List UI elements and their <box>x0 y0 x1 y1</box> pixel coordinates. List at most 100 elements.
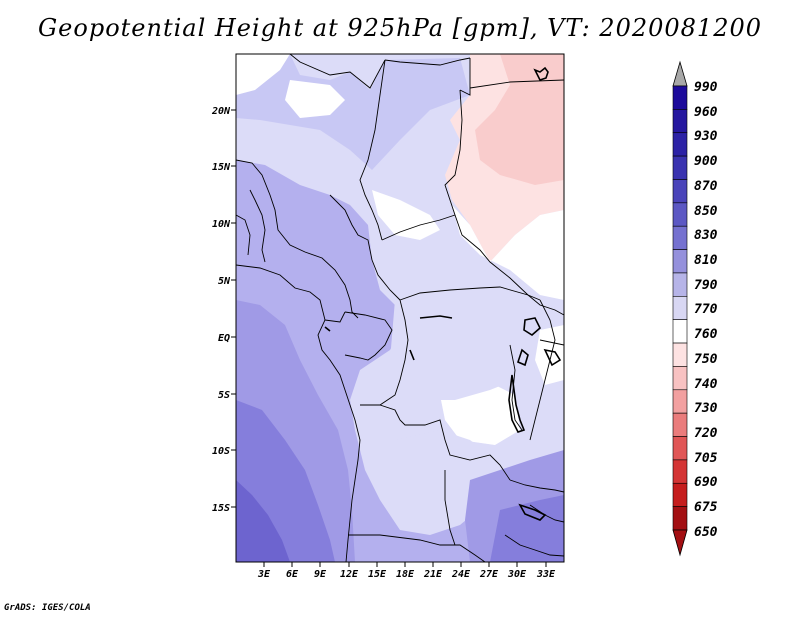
colorbar-label: 740 <box>694 377 718 392</box>
lakes <box>324 66 562 521</box>
field-region <box>452 205 564 300</box>
border-line <box>236 159 359 319</box>
country-borders <box>236 54 564 562</box>
lake <box>409 349 415 361</box>
colorbar-swatch <box>672 109 688 134</box>
colorbar-swatch <box>672 366 688 391</box>
lon-label: 9E <box>314 569 327 580</box>
lake <box>543 348 562 367</box>
border-line <box>509 479 564 493</box>
border-line <box>359 59 386 241</box>
border-line <box>324 311 346 323</box>
colorbar-label: 750 <box>694 352 718 367</box>
geopotential-height-field <box>236 54 564 562</box>
lat-label: 5N <box>218 276 231 287</box>
border-line <box>249 189 266 263</box>
field-region <box>236 54 290 95</box>
colorbar-label: 770 <box>694 302 718 317</box>
lon-label: 6E <box>286 569 299 580</box>
map-frame <box>235 53 565 563</box>
lake <box>324 326 331 332</box>
border-line <box>459 58 471 96</box>
colorbar-label: 810 <box>694 253 718 268</box>
lon-label: 24E <box>451 569 471 580</box>
colorbar-label: 760 <box>694 327 718 342</box>
colorbar-swatch <box>672 319 688 344</box>
border-line <box>381 214 456 241</box>
longitude-labels: 3E 6E 9E 12E 15E 18E 21E 24E 27E 30E 33E <box>257 569 556 580</box>
border-line <box>527 294 564 316</box>
lake <box>419 315 453 319</box>
colorbar-swatch <box>672 506 688 531</box>
field-region <box>440 385 520 445</box>
lon-label: 27E <box>479 569 499 580</box>
field-region <box>285 80 345 118</box>
border-line <box>529 299 556 441</box>
colorbar-swatch <box>672 179 688 204</box>
colorbar-swatch <box>672 296 688 320</box>
field-region <box>535 325 564 385</box>
field-region <box>490 495 564 562</box>
border-line <box>236 264 361 562</box>
map-title: Geopotential Height at 925hPa [gpm], VT:… <box>38 14 762 42</box>
border-line <box>348 534 486 562</box>
lon-label: 21E <box>423 569 443 580</box>
colorbar-label: 850 <box>694 204 718 219</box>
lat-label: 15S <box>212 503 230 514</box>
colorbar-swatch <box>672 436 688 461</box>
field-region <box>372 190 440 240</box>
lon-label: 18E <box>396 569 415 580</box>
colorbar-label: 960 <box>694 105 718 120</box>
lon-label: 33E <box>536 569 556 580</box>
lake <box>508 374 526 433</box>
colorbar-swatch <box>672 459 688 484</box>
colorbar-swatch <box>672 85 688 110</box>
lat-label: EQ <box>218 333 230 344</box>
colorbar: 990 960 930 900 870 850 830 810 790 770 … <box>672 60 718 557</box>
border-line <box>469 79 564 89</box>
colorbar-label: 830 <box>694 228 718 243</box>
axis-ticks <box>231 109 547 567</box>
lon-label: 30E <box>507 569 527 580</box>
lake <box>523 317 541 336</box>
colorbar-label: 705 <box>694 451 718 466</box>
colorbar-label: 790 <box>694 278 718 293</box>
border-line <box>236 214 251 256</box>
border-line <box>444 470 456 546</box>
colorbar-swatch <box>672 202 688 227</box>
colorbar-swatch <box>672 482 688 507</box>
lake <box>518 503 547 521</box>
border-line <box>529 504 564 523</box>
colorbar-swatch <box>672 155 688 180</box>
colorbar-label: 690 <box>694 475 718 490</box>
lon-label: 12E <box>340 569 359 580</box>
colorbar-label: 930 <box>694 129 718 144</box>
colorbar-swatch <box>672 272 688 297</box>
colorbar-label: 720 <box>694 426 718 441</box>
lat-label: 10S <box>212 446 230 457</box>
colorbar-label: 900 <box>694 154 718 169</box>
border-line <box>504 534 564 557</box>
footer-credit: GrADS: IGES/COLA <box>4 603 91 613</box>
colorbar-bottom-arrow <box>672 529 688 557</box>
colorbar-label: 730 <box>694 401 718 416</box>
border-line <box>344 311 393 361</box>
colorbar-label: 650 <box>694 525 718 540</box>
border-line <box>329 194 373 261</box>
colorbar-swatch <box>672 412 688 437</box>
border-line <box>539 339 564 346</box>
border-line <box>384 57 471 66</box>
colorbar-swatch <box>672 342 688 367</box>
border-line <box>360 404 511 481</box>
lon-label: 3E <box>257 569 271 580</box>
field-region <box>395 430 490 470</box>
latitude-labels: 20N 15N 10N 5N EQ 5S 10S 15S <box>211 106 231 514</box>
lat-label: 10N <box>212 219 231 230</box>
colorbar-swatch <box>672 225 688 250</box>
border-line <box>289 54 386 89</box>
colorbar-label: 675 <box>694 500 718 515</box>
colorbar-swatch <box>672 389 688 414</box>
colorbar-swatch <box>672 132 688 157</box>
colorbar-label: 990 <box>694 80 718 95</box>
